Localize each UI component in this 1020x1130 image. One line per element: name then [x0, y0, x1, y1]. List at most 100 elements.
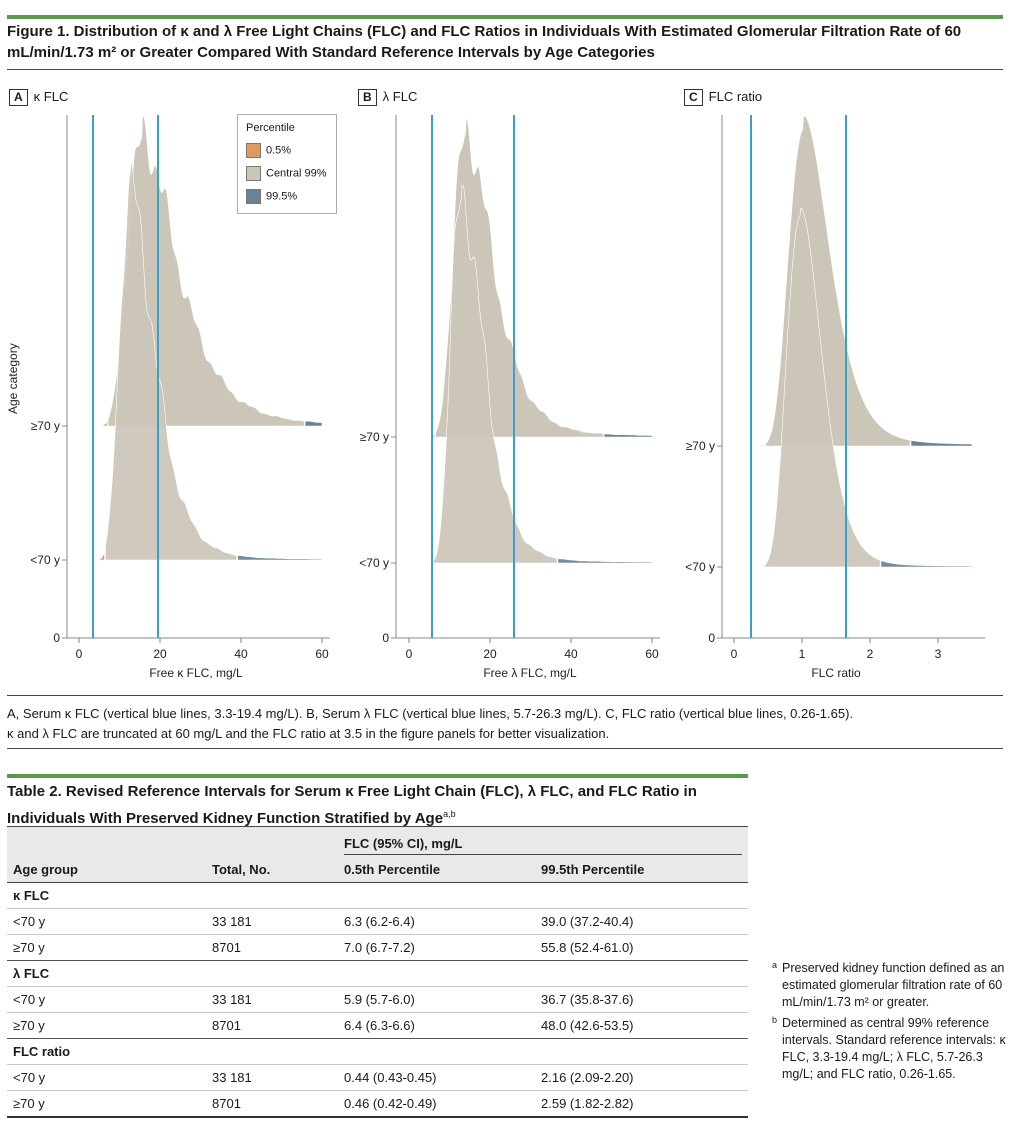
cell-total: 33 181: [212, 992, 252, 1007]
density-lt70-central: [433, 184, 558, 564]
legend: Percentile 0.5% Central 99% 99.5%: [237, 114, 337, 214]
table-row: ≥70 y 8701 7.0 (6.7-7.2) 55.8 (52.4-61.0…: [7, 935, 748, 961]
density-lt70-central: [105, 159, 238, 561]
cell-p995: 36.7 (35.8-37.6): [541, 992, 634, 1007]
table-section-lambda: λ FLC: [7, 961, 748, 987]
cell-total: 8701: [212, 1096, 241, 1111]
panel-b-cat-lt70: <70 y: [359, 556, 389, 570]
figure-title: Figure 1. Distribution of κ and λ Free L…: [7, 23, 962, 61]
panel-c-chart: 0 1 2 3 ≥70 y <70 y 0 FLC ratio: [685, 115, 985, 680]
figure-title-rule: [7, 69, 1003, 70]
section-kappa-label: κ FLC: [13, 888, 50, 903]
panel-a-letter: A: [9, 89, 28, 106]
legend-title: Percentile: [246, 122, 295, 134]
cell-age: <70 y: [13, 992, 46, 1007]
panel-b-ticks: [391, 436, 653, 643]
figure-top-rule: [7, 15, 1003, 19]
density-lt70-high-tail: [557, 558, 653, 564]
legend-item-high: 99.5%: [246, 189, 297, 204]
panel-b-name: λ FLC: [382, 89, 418, 104]
th-p995: 99.5th Percentile: [541, 862, 645, 877]
cell-total: 33 181: [212, 1070, 252, 1085]
panel-c-cat-lt70: <70 y: [685, 560, 715, 574]
cell-age: ≥70 y: [13, 1018, 45, 1033]
panel-c-ticks: [717, 445, 939, 643]
section-ratio-label: FLC ratio: [13, 1044, 71, 1059]
panel-b-letter: B: [358, 89, 377, 106]
panel-b-tick-0: 0: [406, 647, 413, 661]
cell-total: 8701: [212, 1018, 241, 1033]
density-lt70-high-tail: [880, 560, 973, 568]
panel-a-cat-lt70: <70 y: [30, 553, 60, 567]
cell-p05: 7.0 (6.7-7.2): [344, 940, 415, 955]
table-section-kappa: κ FLC: [7, 883, 748, 909]
panel-c-tick-1: 1: [799, 647, 806, 661]
cell-age: ≥70 y: [13, 1096, 45, 1111]
cell-p05: 5.9 (5.7-6.0): [344, 992, 415, 1007]
panel-a-name: κ FLC: [33, 89, 69, 104]
panel-c-tick-0: 0: [731, 647, 738, 661]
cell-p995: 55.8 (52.4-61.0): [541, 940, 634, 955]
cell-age: ≥70 y: [13, 940, 45, 955]
cell-p995: 39.0 (37.2-40.4): [541, 914, 634, 929]
th-group-text: FLC (95% CI), mg/L: [344, 836, 742, 855]
density-ge70-high-tail: [910, 440, 973, 447]
density-lt70-low-tail: [421, 560, 433, 564]
cell-p05: 6.3 (6.2-6.4): [344, 914, 415, 929]
th-total: Total, No.: [212, 862, 271, 877]
footnote-a-text: Preserved kidney function defined as an …: [782, 961, 1005, 1009]
cell-p995: 48.0 (42.6-53.5): [541, 1018, 634, 1033]
panel-c-letter: C: [684, 89, 703, 106]
cell-age: <70 y: [13, 914, 46, 929]
panel-a-zero: 0: [53, 631, 60, 645]
cell-total: 8701: [212, 940, 241, 955]
panel-a-tick-0: 0: [76, 647, 83, 661]
table-title-text: Table 2. Revised Reference Intervals for…: [7, 783, 697, 827]
cell-p995: 2.16 (2.09-2.20): [541, 1070, 634, 1085]
panel-a-tick-60: 60: [315, 647, 329, 661]
section-lambda-label: λ FLC: [13, 966, 50, 981]
density-lt70-low-tail: [735, 565, 764, 568]
table-row: ≥70 y 8701 6.4 (6.3-6.6) 48.0 (42.6-53.5…: [7, 1013, 748, 1039]
density-ge70-low-tail: [735, 444, 765, 447]
panel-b-xlabel: Free λ FLC, mg/L: [483, 666, 577, 680]
legend-item-central: Central 99%: [246, 166, 327, 181]
caption-top-rule: [7, 695, 1003, 696]
density-ge70-low-tail: [91, 420, 108, 427]
density-ge70-low-tail: [421, 433, 435, 438]
legend-swatch-low: [246, 143, 261, 158]
th-p05: 0.5th Percentile: [344, 862, 441, 877]
density-lt70-central: [764, 207, 881, 568]
panel-a-ticks: [62, 425, 323, 643]
legend-label-central: Central 99%: [266, 167, 327, 180]
table-footnotes: a Preserved kidney function defined as an…: [772, 960, 1012, 1087]
th-empty-2: [206, 827, 338, 858]
caption-line-2: κ and λ FLC are truncated at 60 mg/L and…: [7, 726, 610, 741]
table-section-ratio: FLC ratio: [7, 1039, 748, 1065]
panel-a-chart: 0 20 40 60 ≥70 y <70 y 0 Free κ FLC, mg/…: [30, 115, 330, 680]
caption-line-1: A, Serum κ FLC (vertical blue lines, 3.3…: [7, 706, 854, 721]
panel-a-tick-40: 40: [234, 647, 248, 661]
reference-table: FLC (95% CI), mg/L Age group Total, No. …: [7, 826, 748, 1118]
table-title: Table 2. Revised Reference Intervals for…: [7, 781, 747, 830]
panel-c-densities: [735, 115, 973, 568]
cell-p05: 0.46 (0.42-0.49): [344, 1096, 437, 1111]
panel-c-zero: 0: [708, 631, 715, 645]
table-row: <70 y 33 181 0.44 (0.43-0.45) 2.16 (2.09…: [7, 1065, 748, 1091]
cell-age: <70 y: [13, 1070, 46, 1085]
table-row: <70 y 33 181 5.9 (5.7-6.0) 36.7 (35.8-37…: [7, 987, 748, 1013]
density-ge70-high-tail: [603, 433, 653, 438]
table-row: <70 y 33 181 6.3 (6.2-6.4) 39.0 (37.2-40…: [7, 909, 748, 935]
footnote-b-text: Determined as central 99% reference inte…: [782, 1016, 1006, 1081]
panel-a-xlabel: Free κ FLC, mg/L: [149, 666, 243, 680]
table-top-rule: [7, 774, 748, 778]
figure-caption: A, Serum κ FLC (vertical blue lines, 3.3…: [7, 704, 1007, 744]
footnote-a: a Preserved kidney function defined as an…: [772, 960, 1012, 1011]
footnote-b: b Determined as central 99% reference int…: [772, 1015, 1012, 1083]
legend-swatch-high: [246, 189, 261, 204]
panel-c-cat-ge70: ≥70 y: [686, 439, 715, 453]
panel-c-xlabel: FLC ratio: [811, 666, 861, 680]
footnote-b-mark: b: [772, 1015, 778, 1025]
